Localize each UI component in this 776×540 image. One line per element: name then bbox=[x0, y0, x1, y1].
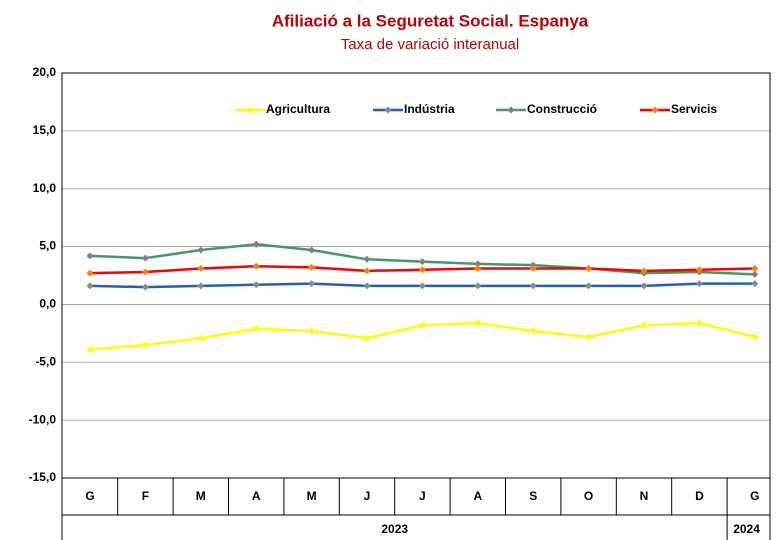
data-point bbox=[418, 282, 426, 290]
x-tick-label: G bbox=[85, 489, 94, 503]
data-point bbox=[252, 240, 260, 248]
data-point bbox=[418, 258, 426, 266]
data-point bbox=[529, 265, 537, 273]
legend-label: Construcció bbox=[527, 102, 597, 116]
x-tick-label: J bbox=[419, 489, 426, 503]
x-tick-label: S bbox=[529, 489, 537, 503]
x-tick-label: O bbox=[584, 489, 593, 503]
data-point bbox=[418, 266, 426, 274]
data-point bbox=[141, 341, 149, 349]
legend-marker bbox=[651, 106, 659, 114]
data-point bbox=[474, 319, 482, 327]
data-point bbox=[308, 263, 316, 271]
data-point bbox=[529, 282, 537, 290]
group-label: 2024 bbox=[733, 522, 760, 536]
data-point bbox=[252, 281, 260, 289]
legend-marker bbox=[507, 106, 515, 114]
y-tick-label: 10,0 bbox=[33, 181, 57, 195]
data-point bbox=[363, 334, 371, 342]
y-tick-label: -10,0 bbox=[29, 412, 57, 426]
data-point bbox=[308, 280, 316, 288]
y-tick-label: 15,0 bbox=[33, 123, 57, 137]
plot-border bbox=[61, 72, 771, 479]
legend-label: Servicis bbox=[671, 102, 717, 116]
data-point bbox=[363, 282, 371, 290]
x-tick-label: F bbox=[142, 489, 149, 503]
data-point bbox=[585, 333, 593, 341]
data-point bbox=[141, 283, 149, 291]
data-point bbox=[197, 282, 205, 290]
legend-marker bbox=[246, 106, 254, 114]
data-point bbox=[197, 334, 205, 342]
data-point bbox=[252, 325, 260, 333]
data-point bbox=[141, 254, 149, 262]
data-point bbox=[197, 246, 205, 254]
data-point bbox=[640, 321, 648, 329]
data-point bbox=[751, 280, 759, 288]
group-label: 2023 bbox=[381, 522, 408, 536]
data-point bbox=[474, 282, 482, 290]
x-tick-label: M bbox=[196, 489, 206, 503]
data-point bbox=[751, 270, 759, 278]
data-point bbox=[751, 333, 759, 341]
data-point bbox=[585, 282, 593, 290]
data-point bbox=[695, 266, 703, 274]
data-point bbox=[141, 268, 149, 276]
x-tick-label: D bbox=[695, 489, 704, 503]
data-point bbox=[252, 262, 260, 270]
data-point bbox=[363, 255, 371, 263]
legend-label: Agricultura bbox=[266, 102, 330, 116]
legend-label: Indústria bbox=[404, 102, 455, 116]
data-point bbox=[585, 265, 593, 273]
data-point bbox=[308, 246, 316, 254]
data-point bbox=[529, 327, 537, 335]
chart-subtitle: Taxa de variació interanual bbox=[341, 36, 519, 53]
data-point bbox=[363, 267, 371, 275]
data-point bbox=[86, 282, 94, 290]
data-point bbox=[197, 265, 205, 273]
data-point bbox=[86, 252, 94, 260]
y-tick-label: 0,0 bbox=[39, 297, 56, 311]
y-tick-label: 5,0 bbox=[39, 239, 56, 253]
x-tick-label: N bbox=[640, 489, 649, 503]
x-tick-label: M bbox=[307, 489, 317, 503]
data-point bbox=[695, 280, 703, 288]
data-point bbox=[418, 321, 426, 329]
data-point bbox=[474, 265, 482, 273]
data-point bbox=[86, 346, 94, 354]
data-point bbox=[474, 260, 482, 268]
data-point bbox=[751, 265, 759, 273]
x-tick-label: A bbox=[252, 489, 261, 503]
x-tick-label: A bbox=[473, 489, 482, 503]
x-tick-label: J bbox=[364, 489, 371, 503]
chart-title: Afiliació a la Seguretat Social. Espanya bbox=[272, 11, 589, 30]
x-tick-label: G bbox=[750, 489, 759, 503]
data-point bbox=[695, 319, 703, 327]
y-tick-label: 20,0 bbox=[33, 65, 57, 79]
y-tick-label: -5,0 bbox=[35, 354, 56, 368]
data-point bbox=[640, 282, 648, 290]
data-point bbox=[86, 269, 94, 277]
y-tick-label: -15,0 bbox=[29, 470, 57, 484]
legend-marker bbox=[384, 106, 392, 114]
data-point bbox=[640, 267, 648, 275]
data-point bbox=[308, 327, 316, 335]
